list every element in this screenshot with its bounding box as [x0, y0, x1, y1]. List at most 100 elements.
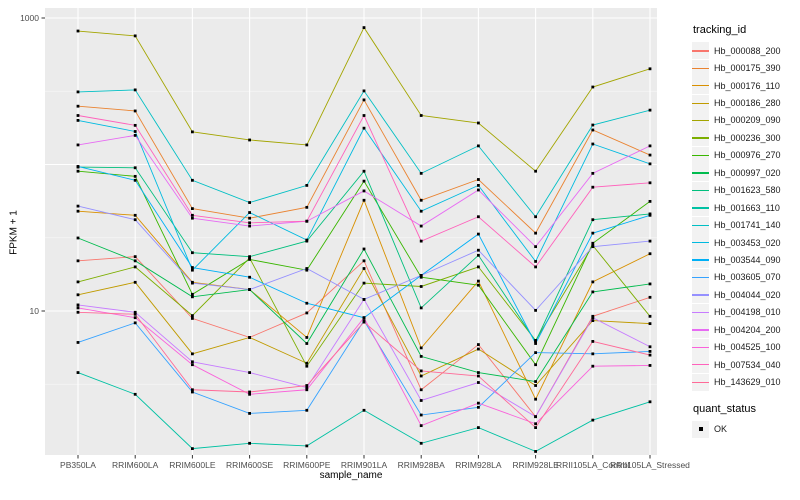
data-point: [648, 67, 652, 71]
data-point: [191, 281, 194, 285]
data-point: [248, 441, 251, 445]
data-point: [191, 447, 194, 451]
data-point: [419, 374, 423, 378]
data-point: [419, 441, 423, 445]
data-point: [477, 121, 480, 125]
data-point: [305, 384, 309, 387]
data-point: [591, 364, 595, 368]
data-point: [477, 253, 480, 257]
data-point: [305, 336, 309, 339]
data-point: [419, 369, 423, 373]
data-point: [591, 316, 595, 320]
data-point: [477, 283, 480, 287]
legend-key-swatch: [692, 129, 709, 147]
data-point: [305, 311, 309, 315]
data-point: [191, 295, 194, 299]
legend-item-label: Hb_000186_280: [714, 98, 781, 109]
data-point: [191, 352, 194, 356]
legend-item-label: Hb_001623_580: [714, 185, 781, 196]
data-point: [133, 392, 137, 396]
data-point: [534, 426, 537, 429]
data-point: [76, 29, 80, 33]
data-point: [419, 424, 423, 428]
legend-item-label: Hb_004044_020: [714, 289, 781, 300]
legend-key-swatch: [692, 420, 709, 438]
y-tick-label: 10: [30, 306, 40, 316]
data-point: [76, 293, 80, 297]
legend-key-swatch: [692, 199, 709, 217]
data-point: [419, 224, 423, 228]
legend-key-line-icon: [692, 172, 709, 174]
data-point: [648, 181, 652, 185]
data-point: [248, 216, 251, 220]
data-point: [534, 363, 537, 367]
data-point: [534, 265, 537, 269]
data-point: [362, 126, 366, 130]
data-point: [419, 273, 423, 277]
legend-title-quant-status: quant_status: [693, 402, 756, 415]
x-tick-label: RRIM901LA: [341, 460, 388, 470]
legend-key-line-icon: [692, 346, 709, 349]
data-point: [419, 239, 423, 243]
data-point: [191, 266, 194, 269]
legend-item-label: Hb_000997_020: [714, 167, 781, 178]
x-tick-label: RRII105LA_Stressed: [610, 460, 690, 470]
legend-item-label: Hb_000209_090: [714, 115, 781, 126]
data-point: [534, 351, 537, 355]
data-point: [419, 209, 423, 213]
data-point: [76, 280, 80, 284]
data-point: [591, 185, 595, 189]
data-point: [648, 400, 652, 404]
data-point: [133, 133, 137, 137]
data-point: [76, 114, 80, 117]
legend-key-line-icon: [692, 207, 709, 209]
data-point: [248, 201, 251, 204]
data-point: [534, 245, 537, 249]
legend-item-label: Hb_003605_070: [714, 272, 781, 283]
data-point: [305, 143, 309, 147]
legend-item: Hb_004204_200: [692, 321, 800, 339]
x-axis-title: sample_name: [319, 470, 383, 481]
legend-key-swatch: [692, 251, 709, 269]
x-tick-label: RRIM928LA: [455, 460, 502, 470]
data-point: [591, 245, 595, 249]
data-point: [477, 188, 480, 192]
data-point: [248, 224, 251, 228]
data-point: [648, 108, 652, 112]
data-point: [648, 345, 652, 349]
data-point: [419, 198, 423, 202]
legend-key-line-icon: [692, 154, 709, 157]
legend-key-line-icon: [692, 381, 709, 383]
data-point: [305, 184, 309, 187]
data-point: [191, 314, 194, 318]
legend-key-line-icon: [692, 102, 709, 104]
data-point: [591, 319, 595, 322]
data-point: [76, 165, 80, 168]
data-point: [133, 316, 137, 320]
data-point: [534, 231, 537, 235]
data-point: [133, 312, 137, 316]
data-point: [76, 118, 80, 122]
legend-tracking-items: Hb_000088_200 Hb_000175_390 Hb_000176_110 H…: [692, 42, 800, 391]
data-point: [248, 211, 251, 214]
data-point: [477, 426, 480, 429]
data-point: [362, 319, 366, 322]
data-point: [305, 388, 309, 392]
data-point: [248, 258, 251, 261]
data-point: [133, 218, 137, 222]
data-point: [591, 231, 595, 235]
data-point: [248, 390, 251, 394]
data-point: [477, 371, 480, 374]
data-point: [191, 317, 194, 320]
data-point: [591, 241, 595, 245]
data-point: [133, 213, 137, 217]
data-point: [419, 171, 423, 175]
data-point: [76, 169, 80, 173]
data-point: [248, 275, 251, 279]
legend-key-swatch: [692, 234, 709, 252]
data-point: [362, 98, 366, 102]
data-point: [305, 342, 309, 345]
legend-key-line-icon: [692, 329, 709, 331]
data-point: [534, 169, 537, 173]
data-point: [477, 347, 480, 351]
